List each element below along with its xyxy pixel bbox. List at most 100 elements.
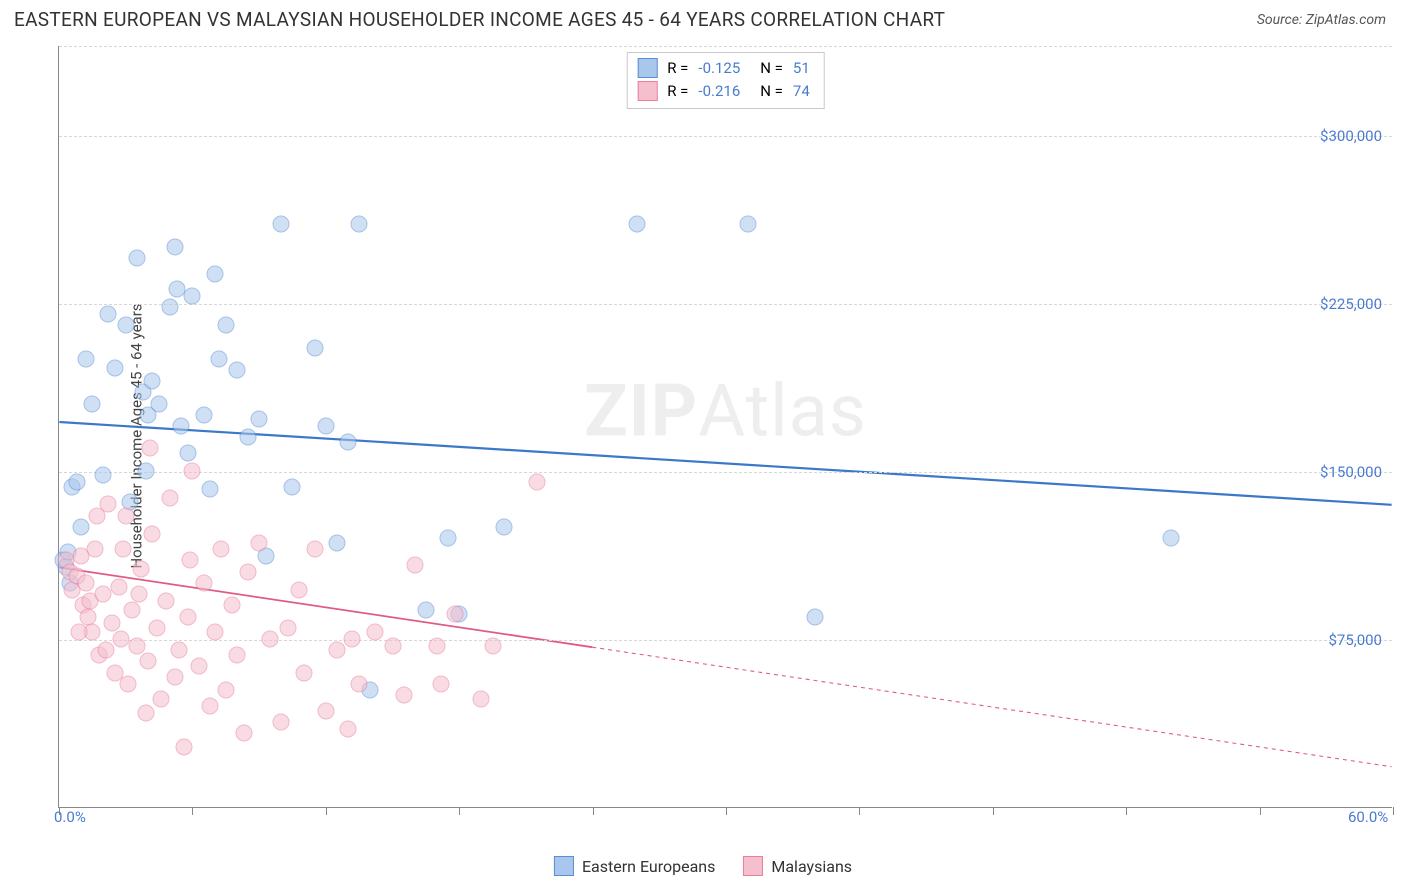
data-point xyxy=(206,265,223,282)
gridline xyxy=(59,136,1392,137)
data-point xyxy=(328,534,345,551)
data-point xyxy=(115,541,132,558)
data-point xyxy=(128,637,145,654)
data-point xyxy=(195,406,212,423)
x-tick xyxy=(726,807,727,815)
x-tick xyxy=(1393,807,1394,815)
data-point xyxy=(131,586,148,603)
stats-row: R = -0.216N = 74 xyxy=(637,80,810,103)
data-point xyxy=(137,462,154,479)
stats-row: R = -0.125N = 51 xyxy=(637,57,810,80)
watermark: ZIPAtlas xyxy=(584,369,867,454)
data-point xyxy=(328,642,345,659)
data-point xyxy=(144,373,161,390)
bottom-legend: Eastern Europeans Malaysians xyxy=(554,856,852,876)
chart-container: Householder Income Ages 45 - 64 years ZI… xyxy=(14,40,1392,832)
data-point xyxy=(128,249,145,266)
data-point xyxy=(273,216,290,233)
legend-item: Malaysians xyxy=(743,856,852,876)
data-point xyxy=(97,642,114,659)
data-point xyxy=(195,574,212,591)
data-point xyxy=(224,597,241,614)
data-point xyxy=(433,675,450,692)
y-tick-label: $150,000 xyxy=(1320,463,1382,481)
legend-swatch xyxy=(637,81,657,101)
data-point xyxy=(166,238,183,255)
x-tick xyxy=(859,807,860,815)
data-point xyxy=(173,418,190,435)
stat-r-label: R = xyxy=(667,80,688,103)
data-point xyxy=(317,418,334,435)
data-point xyxy=(295,664,312,681)
chart-title: EASTERN EUROPEAN VS MALAYSIAN HOUSEHOLDE… xyxy=(14,8,945,31)
data-point xyxy=(162,489,179,506)
data-point xyxy=(104,615,121,632)
data-point xyxy=(211,350,228,367)
data-point xyxy=(133,561,150,578)
x-tick xyxy=(993,807,994,815)
data-point xyxy=(495,518,512,535)
data-point xyxy=(417,601,434,618)
x-tick xyxy=(192,807,193,815)
data-point xyxy=(239,429,256,446)
plot-area: ZIPAtlas R = -0.125N = 51R = -0.216N = 7… xyxy=(58,46,1392,808)
data-point xyxy=(484,637,501,654)
data-point xyxy=(228,646,245,663)
data-point xyxy=(137,704,154,721)
data-point xyxy=(217,682,234,699)
data-point xyxy=(77,350,94,367)
data-point xyxy=(151,395,168,412)
data-point xyxy=(317,702,334,719)
data-point xyxy=(73,518,90,535)
stat-n-label: N = xyxy=(760,57,783,80)
data-point xyxy=(168,281,185,298)
data-point xyxy=(291,581,308,598)
x-tick xyxy=(459,807,460,815)
legend-item: Eastern Europeans xyxy=(554,856,715,876)
data-point xyxy=(182,552,199,569)
data-point xyxy=(740,216,757,233)
data-point xyxy=(1162,530,1179,547)
data-point xyxy=(529,474,546,491)
x-axis-min-label: 0.0% xyxy=(54,808,86,826)
data-point xyxy=(79,608,96,625)
data-point xyxy=(395,686,412,703)
data-point xyxy=(340,433,357,450)
data-point xyxy=(366,624,383,641)
data-point xyxy=(166,669,183,686)
data-point xyxy=(95,467,112,484)
data-point xyxy=(344,630,361,647)
data-point xyxy=(153,691,170,708)
x-axis-max-label: 60.0% xyxy=(1348,808,1388,826)
data-point xyxy=(351,216,368,233)
data-point xyxy=(280,619,297,636)
data-point xyxy=(262,630,279,647)
data-point xyxy=(340,720,357,737)
stat-n-label: N = xyxy=(760,80,783,103)
data-point xyxy=(88,507,105,524)
data-point xyxy=(428,637,445,654)
data-point xyxy=(629,216,646,233)
data-point xyxy=(175,738,192,755)
gridline xyxy=(59,640,1392,641)
x-tick xyxy=(593,807,594,815)
source-label: Source: ZipAtlas.com xyxy=(1257,12,1386,28)
data-point xyxy=(117,317,134,334)
stat-n-value: 51 xyxy=(793,57,810,80)
data-point xyxy=(384,637,401,654)
y-tick-label: $225,000 xyxy=(1320,295,1382,313)
data-point xyxy=(806,608,823,625)
legend-swatch xyxy=(743,856,763,876)
data-point xyxy=(68,474,85,491)
gridline xyxy=(59,46,1392,47)
data-point xyxy=(99,305,116,322)
data-point xyxy=(142,440,159,457)
data-point xyxy=(179,608,196,625)
data-point xyxy=(406,556,423,573)
data-point xyxy=(440,530,457,547)
data-point xyxy=(228,361,245,378)
data-point xyxy=(202,480,219,497)
data-point xyxy=(184,462,201,479)
data-point xyxy=(95,586,112,603)
gridline xyxy=(59,472,1392,473)
